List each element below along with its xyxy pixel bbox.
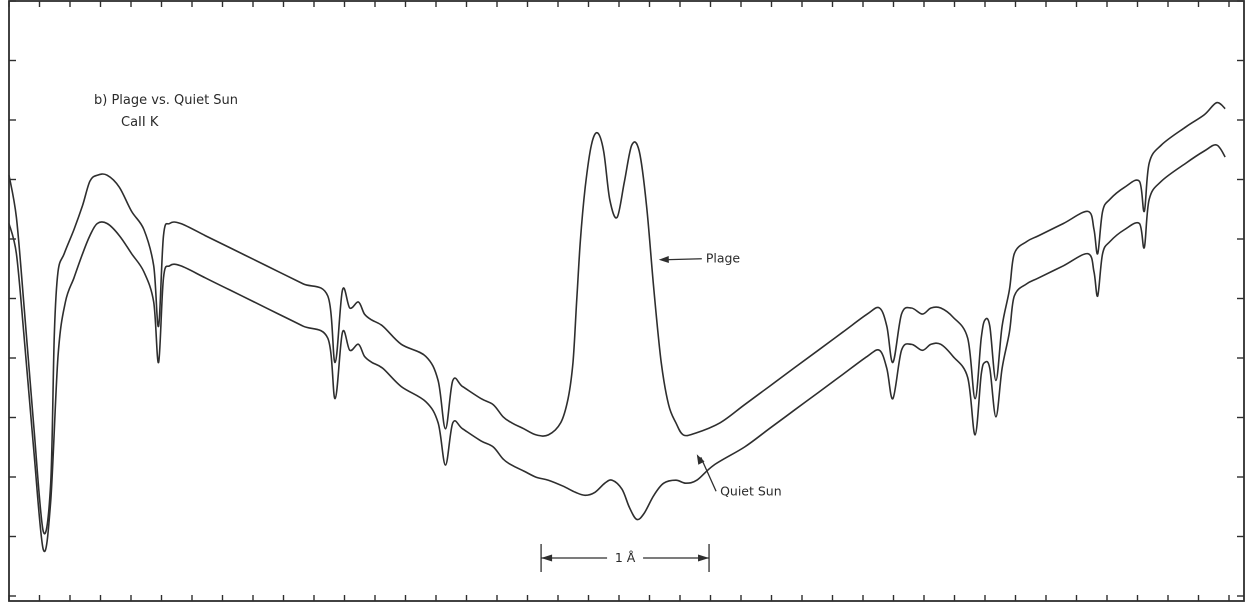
- plage-arrow: [664, 258, 702, 261]
- quiet-sun-label: Quiet Sun: [720, 483, 782, 498]
- plage-arrow-head: [658, 256, 669, 264]
- scale-bar-arrow-right: [698, 554, 710, 562]
- wavelength-scale-bar: 1 Å: [540, 544, 710, 572]
- plage-label: Plage: [706, 251, 741, 266]
- chart-title-line1: b) Plage vs. Quiet Sun: [94, 93, 238, 108]
- quiet-sun-arrow-head: [696, 454, 705, 465]
- series-line-plage: [8, 101, 1226, 535]
- plage-annotation: Plage: [658, 251, 741, 266]
- series-line-quiet-sun: [8, 144, 1226, 553]
- scale-bar-arrow-left: [541, 554, 553, 562]
- scale-bar-label: 1 Å: [615, 550, 636, 565]
- axis-ticks: [8, 0, 1244, 601]
- quiet-sun-arrow: [700, 456, 717, 492]
- chart-title-line2: CaII K: [121, 115, 159, 130]
- quiet-sun-annotation: Quiet Sun: [696, 454, 782, 498]
- plot-frame: [8, 0, 1245, 602]
